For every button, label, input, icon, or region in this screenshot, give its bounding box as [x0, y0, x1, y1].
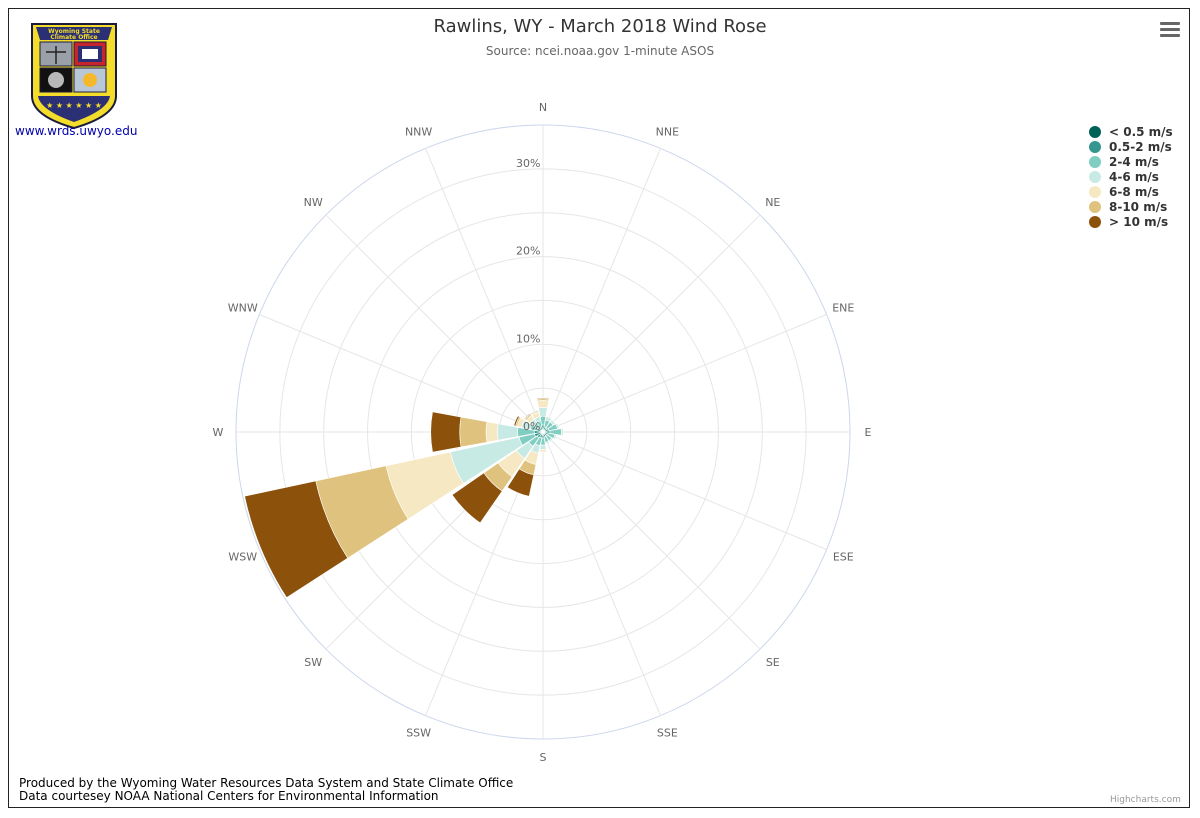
chart-subtitle: Source: ncei.noaa.gov 1-minute ASOS [485, 44, 715, 58]
wedge-ssw-series-6 [506, 468, 535, 497]
wedge-sw-series-6 [451, 472, 503, 524]
legend-marker [1089, 155, 1101, 168]
wedge-n-series-4 [536, 400, 550, 409]
legend-item[interactable]: 2-4 m/s [1089, 154, 1173, 169]
direction-label-w: W [213, 426, 224, 439]
legend-item[interactable]: 6-8 m/s [1089, 184, 1173, 199]
credits-line2: Data courtesey NOAA National Centers for… [19, 789, 439, 803]
wedge-w-series-5 [459, 416, 488, 448]
grid-spoke [542, 214, 761, 433]
direction-label-ene: ENE [832, 302, 854, 315]
grid-spoke [542, 314, 827, 433]
legend-marker [1089, 125, 1101, 138]
radial-tick-label: 0% [523, 420, 540, 433]
wedge-n-series-6 [536, 397, 550, 400]
wedge-ne-series-3 [549, 419, 556, 426]
legend-label: > 10 m/s [1109, 214, 1169, 229]
logo-text-line1: Wyoming State [48, 28, 100, 35]
wedge-e-series-3 [560, 428, 564, 436]
site-link[interactable]: www.wrds.uwyo.edu [15, 124, 138, 138]
grid-spoke [325, 214, 544, 433]
chart-title: Rawlins, WY - March 2018 Wind Rose [433, 16, 767, 37]
legend-item[interactable]: > 10 m/s [1089, 214, 1173, 229]
direction-label-sw: SW [304, 656, 322, 669]
legend-label: 4-6 m/s [1109, 169, 1159, 184]
legend-label: 8-10 m/s [1109, 199, 1168, 214]
legend-marker [1089, 200, 1101, 213]
chart-frame [8, 8, 1190, 808]
legend-label: 0.5-2 m/s [1109, 139, 1172, 154]
climate-office-logo: Wyoming State Climate Office ★ ★ ★ ★ ★ ★ [31, 23, 117, 130]
logo-stars-band [38, 96, 110, 122]
legend-label: 6-8 m/s [1109, 184, 1159, 199]
direction-label-s: S [540, 751, 547, 764]
direction-label-nnw: NNW [405, 126, 432, 139]
credits: Produced by the Wyoming Water Resources … [19, 777, 513, 803]
direction-label-e: E [865, 426, 872, 439]
direction-label-ssw: SSW [406, 726, 431, 739]
wedge-w-series-3 [497, 423, 519, 441]
wedge-n-series-3 [538, 407, 548, 417]
logo-banner [36, 27, 112, 40]
legend-marker [1089, 170, 1101, 183]
wedge-nw-series-6 [523, 412, 531, 420]
credits-line1: Produced by the Wyoming Water Resources … [19, 776, 514, 790]
wedge-ese-series-3 [552, 434, 558, 441]
highcharts-credit[interactable]: Highcharts.com [1110, 795, 1181, 805]
wedge-wsw-series-6 [244, 480, 349, 598]
radial-tick-label: 30% [516, 157, 540, 170]
legend-marker [1089, 140, 1101, 153]
legend-item[interactable]: 0.5-2 m/s [1089, 139, 1173, 154]
grid-spoke [542, 431, 761, 650]
wedge-s-series-5 [539, 450, 547, 453]
legend-item[interactable]: 4-6 m/s [1089, 169, 1173, 184]
wedge-w-series-6 [430, 411, 462, 453]
direction-label-wnw: WNW [228, 302, 258, 315]
legend-label: 2-4 m/s [1109, 154, 1159, 169]
radial-tick-label: 20% [516, 245, 540, 258]
grid-spoke [542, 431, 827, 550]
direction-label-ese: ESE [833, 550, 854, 563]
logo-text-line2: Climate Office [50, 34, 97, 41]
grid-spoke [259, 314, 544, 433]
wedge-se-series-3 [548, 437, 554, 443]
legend: < 0.5 m/s 0.5-2 m/s 2-4 m/s 4-6 m/s 6-8 m/s 8… [1089, 124, 1173, 229]
direction-label-nw: NW [304, 196, 323, 209]
legend-label: < 0.5 m/s [1109, 124, 1173, 139]
hamburger-menu-icon[interactable] [1160, 22, 1180, 40]
direction-label-n: N [539, 101, 547, 114]
direction-label-nne: NNE [656, 126, 679, 139]
direction-label-wsw: WSW [228, 550, 257, 563]
stars-icon: ★ ★ ★ ★ ★ ★ [46, 101, 102, 110]
legend-item[interactable]: 8-10 m/s [1089, 199, 1173, 214]
grid-spoke [425, 148, 544, 433]
direction-label-sse: SSE [657, 726, 678, 739]
legend-marker [1089, 185, 1101, 198]
wedge-ene-series-3 [555, 422, 560, 430]
direction-label-se: SE [766, 656, 780, 669]
wedge-s-series-3 [539, 444, 547, 450]
wedge-nne-series-4 [545, 415, 553, 420]
grid-spoke [542, 431, 661, 716]
wedge-w-series-4 [485, 421, 499, 443]
radial-tick-label: 10% [516, 332, 540, 345]
wedge-nnw-series-6 [530, 410, 539, 415]
legend-marker [1089, 215, 1101, 228]
wedge-sse-series-3 [544, 440, 551, 445]
direction-label-ne: NE [765, 196, 780, 209]
legend-item[interactable]: < 0.5 m/s [1089, 124, 1173, 139]
wedge-wnw-series-6 [513, 415, 520, 427]
grid-spoke [542, 148, 661, 433]
